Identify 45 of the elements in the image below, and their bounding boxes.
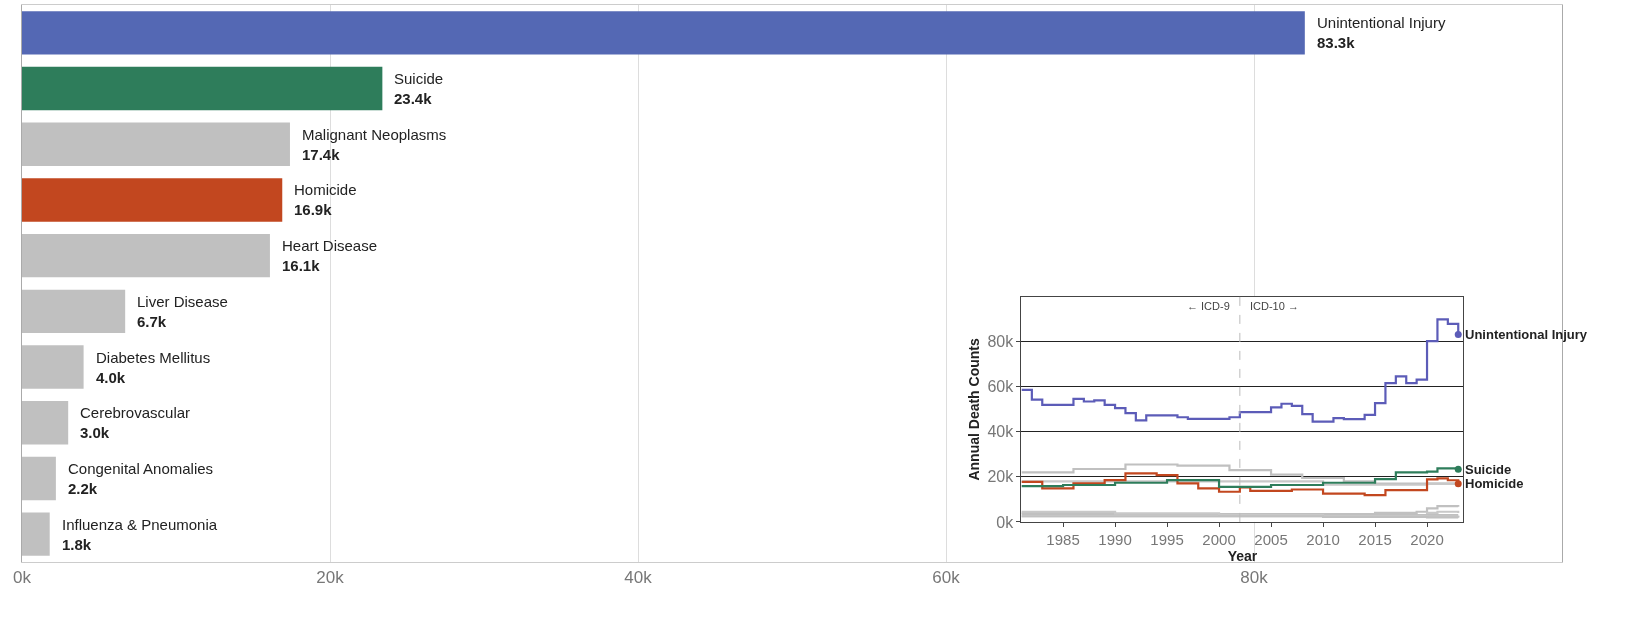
- series-label: Suicide: [1465, 462, 1512, 477]
- y-tick-label: 40k: [987, 423, 1015, 441]
- x-tick-label: 2020: [1410, 530, 1444, 548]
- x-tick-label: 2005: [1254, 530, 1288, 548]
- series-label: Homicide: [1465, 476, 1524, 491]
- data-label: 23.4k: [394, 89, 433, 107]
- category-label: Unintentional Injury: [1317, 14, 1446, 31]
- data-label: 17.4k: [302, 145, 341, 163]
- x-tick-label: 1985: [1046, 530, 1080, 548]
- x-axis-title: Year: [1227, 547, 1258, 564]
- category-label: Influenza & Pneumonia: [62, 516, 218, 533]
- x-tick-label: 1995: [1150, 530, 1184, 548]
- series-label: Unintentional Injury: [1465, 327, 1588, 342]
- data-label: 16.1k: [282, 256, 321, 274]
- category-label: Suicide: [394, 70, 444, 87]
- category-label: Heart Disease: [282, 237, 378, 254]
- x-tick-label: 2015: [1358, 530, 1392, 548]
- x-tick-label: 2000: [1202, 530, 1236, 548]
- category-label: Cerebrovascular: [80, 404, 191, 421]
- x-tick-label: 60k: [932, 568, 961, 588]
- data-label: 4.0k: [96, 368, 126, 386]
- x-tick-label: 20k: [316, 568, 345, 588]
- y-tick-label: 20k: [987, 468, 1015, 486]
- x-tick-label: 40k: [624, 568, 653, 588]
- data-label: 6.7k: [137, 312, 167, 330]
- category-label: Malignant Neoplasms: [302, 126, 447, 143]
- y-tick-label: 80k: [987, 333, 1015, 351]
- data-label: 1.8k: [62, 535, 92, 553]
- x-tick-label: 2010: [1306, 530, 1340, 548]
- x-tick-label: 1990: [1098, 530, 1132, 548]
- data-label: 2.2k: [68, 479, 98, 497]
- x-tick-label: 0k: [13, 568, 32, 588]
- data-label: 3.0k: [80, 423, 110, 441]
- category-label: Diabetes Mellitus: [96, 349, 211, 366]
- y-tick-label: 60k: [987, 378, 1015, 396]
- annotation: ICD-10 →: [1250, 300, 1299, 312]
- category-label: Liver Disease: [137, 293, 228, 310]
- category-label: Congenital Anomalies: [68, 460, 214, 477]
- y-axis-title: Annual Death Counts: [966, 338, 983, 481]
- annotation: ← ICD-9: [1187, 300, 1230, 312]
- category-label: Homicide: [294, 181, 357, 198]
- data-label: 83.3k: [1317, 33, 1356, 51]
- x-tick-label: 80k: [1240, 568, 1269, 588]
- y-tick-label: 0k: [996, 513, 1015, 531]
- data-label: 16.9k: [294, 200, 333, 218]
